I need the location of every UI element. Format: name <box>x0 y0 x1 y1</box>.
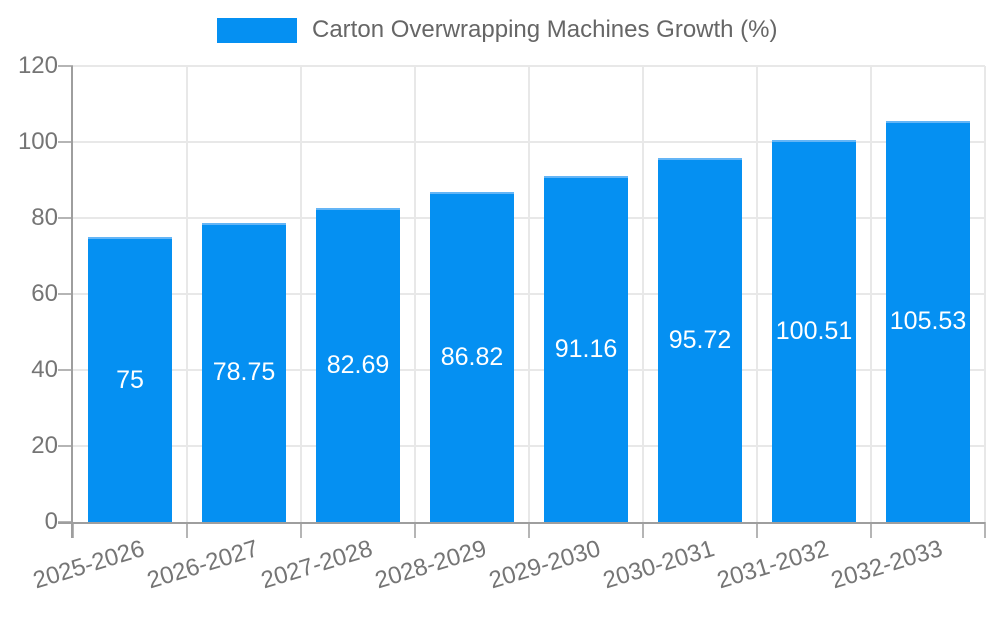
y-tick-mark <box>58 369 73 371</box>
x-gridline <box>756 66 758 522</box>
x-gridline <box>414 66 416 522</box>
bar-value-label: 100.51 <box>775 317 853 346</box>
bar-value-label: 91.16 <box>554 334 618 363</box>
legend-label: Carton Overwrapping Machines Growth (%) <box>312 16 778 43</box>
x-gridline <box>300 66 302 522</box>
bar-chart: Carton Overwrapping Machines Growth (%) … <box>17 16 986 595</box>
legend-swatch-icon <box>217 17 297 43</box>
plot-area: 0 20 40 60 80 100 120 75 2025-2026 78.75 2026-2027… <box>17 52 986 594</box>
x-tick-mark <box>186 522 188 538</box>
y-tick-mark <box>58 293 73 295</box>
y-tick-label: 40 <box>31 356 58 383</box>
x-tick-mark <box>984 522 986 538</box>
x-gridline <box>870 66 872 522</box>
x-gridline <box>528 66 530 522</box>
x-gridline <box>642 66 644 522</box>
legend-item[interactable]: Carton Overwrapping Machines Growth (%) <box>217 16 778 44</box>
x-gridline <box>186 66 188 522</box>
x-gridline <box>984 66 986 522</box>
y-tick-mark <box>58 217 73 219</box>
y-tick-label: 80 <box>31 204 58 231</box>
bar-value-label: 86.82 <box>440 343 504 372</box>
y-tick-label: 60 <box>31 280 58 307</box>
x-tick-mark <box>870 522 872 538</box>
y-axis-line <box>71 66 73 538</box>
y-tick-mark <box>58 141 73 143</box>
y-tick-label: 120 <box>17 52 58 79</box>
x-tick-mark <box>300 522 302 538</box>
y-tick-mark <box>58 445 73 447</box>
x-tick-mark <box>528 522 530 538</box>
x-tick-mark <box>72 522 74 538</box>
bar[interactable] <box>658 158 742 522</box>
bar-value-label: 75 <box>116 365 144 394</box>
bar-value-label: 82.69 <box>326 350 390 379</box>
y-tick-label: 100 <box>17 128 58 155</box>
bar[interactable] <box>430 192 514 522</box>
bar[interactable] <box>772 140 856 522</box>
y-tick-mark <box>58 65 73 67</box>
bar[interactable] <box>886 120 970 522</box>
x-tick-mark <box>414 522 416 538</box>
y-tick-label: 0 <box>44 508 58 535</box>
x-tick-mark <box>642 522 644 538</box>
x-tick-mark <box>756 522 758 538</box>
y-tick-label: 20 <box>31 432 58 459</box>
bar[interactable] <box>544 175 628 522</box>
bar-value-label: 95.72 <box>668 326 732 355</box>
bar[interactable] <box>88 237 172 522</box>
bar[interactable] <box>202 222 286 522</box>
x-axis-line <box>58 522 985 524</box>
bar-value-label: 105.53 <box>889 307 967 336</box>
bar-value-label: 78.75 <box>212 358 276 387</box>
bar[interactable] <box>316 207 400 522</box>
